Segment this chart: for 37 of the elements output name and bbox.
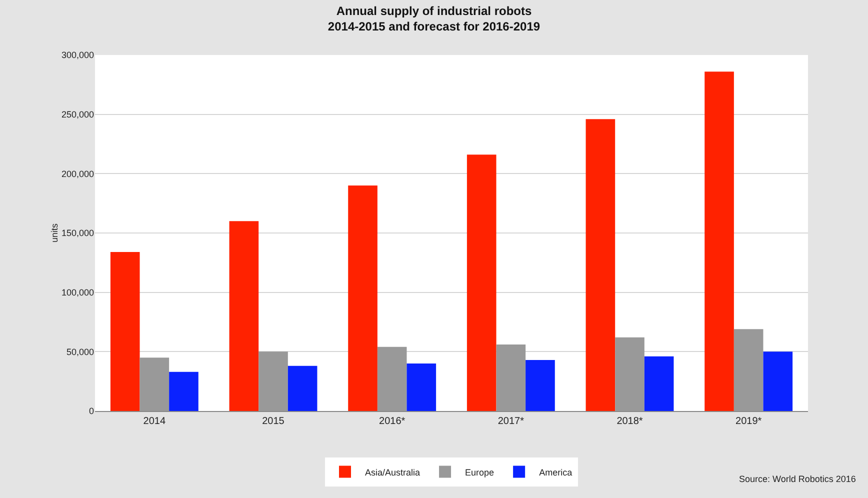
x-tick-label: 2018* xyxy=(616,416,643,427)
bar xyxy=(586,119,616,411)
x-tick-label: 2017* xyxy=(498,416,524,427)
bar xyxy=(704,72,734,411)
bar xyxy=(734,329,764,411)
y-tick-label: 250,000 xyxy=(61,109,94,120)
y-axis-title: units xyxy=(49,222,60,243)
bar xyxy=(258,352,288,411)
bar xyxy=(763,352,793,411)
bar xyxy=(348,186,378,411)
bar xyxy=(110,252,140,411)
y-tick-label: 0 xyxy=(88,406,94,416)
bar xyxy=(377,346,407,411)
y-tick-label: 300,000 xyxy=(61,50,94,60)
bar xyxy=(288,366,318,411)
bar xyxy=(644,356,674,411)
y-tick-label: 50,000 xyxy=(66,346,94,357)
bar xyxy=(406,364,436,411)
bar xyxy=(169,372,198,411)
bar xyxy=(140,358,170,411)
bar xyxy=(466,154,496,411)
legend-label: America xyxy=(539,467,572,478)
x-tick-label: 2015 xyxy=(262,416,285,427)
legend-label: Asia/Australia xyxy=(365,467,420,478)
source-note: Source: World Robotics 2016 xyxy=(739,474,856,484)
bar xyxy=(526,360,555,411)
x-tick-label: 2014 xyxy=(143,416,166,427)
y-tick-label: 200,000 xyxy=(61,168,94,179)
y-tick-label: 150,000 xyxy=(61,228,94,238)
chart-title: Annual supply of industrial robots 2014-2015 and forecast for 2016-2019 xyxy=(328,4,540,34)
x-tick-label: 2019* xyxy=(736,416,762,427)
legend-label: Europe xyxy=(465,467,494,478)
bar xyxy=(615,337,644,411)
x-tick-label: 2016* xyxy=(379,416,406,427)
bar xyxy=(496,344,526,411)
y-tick-label: 100,000 xyxy=(61,287,94,298)
bar xyxy=(229,221,259,411)
